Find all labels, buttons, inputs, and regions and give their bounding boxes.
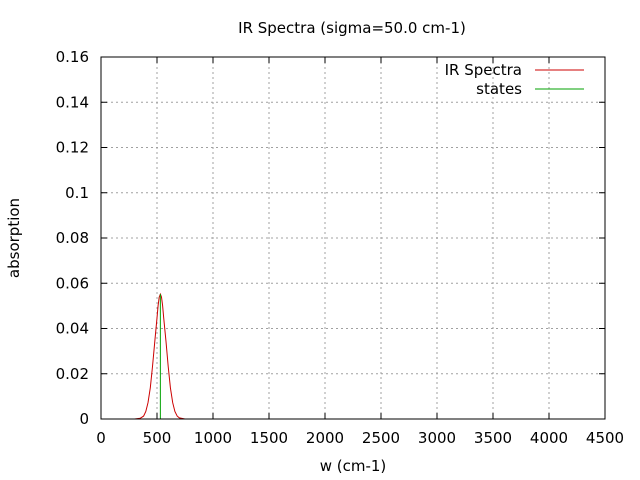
x-tick-label: 1000 [194,429,232,447]
y-axis-label: absorption [5,198,23,278]
x-tick-label: 3000 [418,429,456,447]
x-axis-label: w (cm-1) [320,457,387,475]
x-tick-label: 1500 [250,429,288,447]
plot-border [100,56,606,420]
x-tick-label: 4500 [586,429,624,447]
chart-marks [134,292,605,420]
grid-lines [101,57,605,419]
chart-title: IR Spectra (sigma=50.0 cm-1) [238,19,466,37]
x-tick-label: 0 [96,429,106,447]
x-tick-label: 2000 [306,429,344,447]
y-tick-label: 0.1 [65,184,89,202]
y-tick-label: 0.12 [56,139,89,157]
legend-label: states [476,80,522,98]
y-tick-label: 0.14 [56,93,89,111]
x-tick-label: 2500 [362,429,400,447]
axis-ticks: 0 500 1000 1500 2000 2500 3000 3500 4000 4500 0 0.0… [56,48,625,447]
y-tick-label: 0.08 [56,229,89,247]
x-tick-label: 4000 [530,429,568,447]
x-tick-label: 500 [143,429,172,447]
legend-label: IR Spectra [445,61,522,79]
y-tick-label: 0.04 [56,320,89,338]
y-tick-label: 0.06 [56,274,89,292]
ir-spectra-line [134,292,605,420]
y-tick-label: 0.02 [56,365,89,383]
y-tick-label: 0.16 [56,48,89,66]
x-tick-label: 3500 [474,429,512,447]
y-tick-label: 0 [79,410,89,428]
